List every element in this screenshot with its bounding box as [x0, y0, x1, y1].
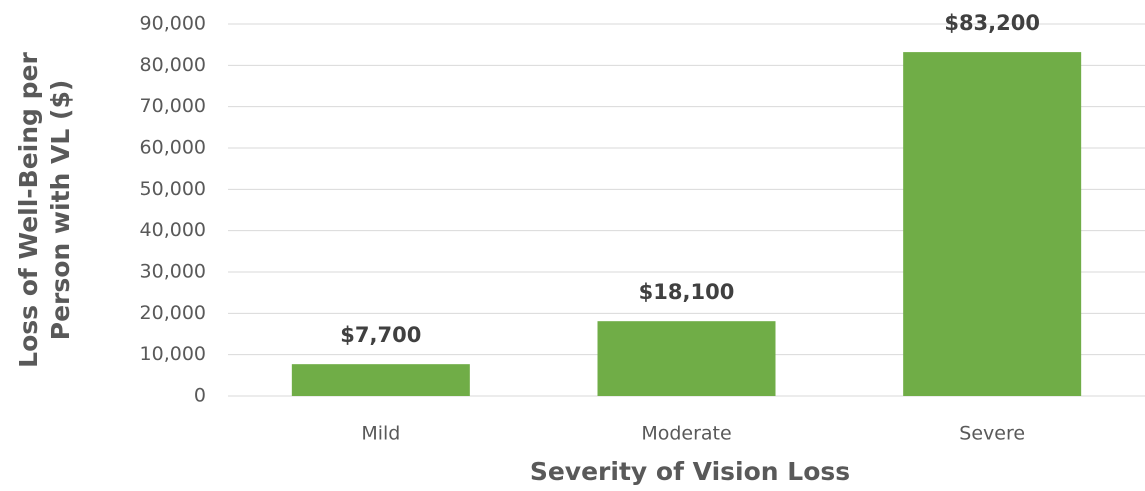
bar [597, 321, 776, 396]
bar [291, 364, 470, 396]
x-tick-label: Moderate [641, 423, 731, 445]
x-tick-label: Severe [959, 423, 1025, 445]
x-axis-title: Severity of Vision Loss [530, 457, 850, 486]
bar [903, 52, 1082, 397]
y-tick-label: 70,000 [140, 95, 206, 117]
value-label: $7,700 [340, 323, 421, 347]
y-tick-label: 90,000 [140, 13, 206, 35]
y-tick-label: 40,000 [140, 219, 206, 241]
value-label: $18,100 [639, 280, 735, 304]
value-label: $83,200 [944, 11, 1040, 35]
x-tick-label: Mild [361, 423, 400, 445]
y-tick-label: 20,000 [140, 302, 206, 324]
y-tick-label: 30,000 [140, 261, 206, 283]
y-tick-label: 60,000 [140, 137, 206, 159]
y-tick-label: 80,000 [140, 54, 206, 76]
y-tick-label: 50,000 [140, 178, 206, 200]
y-axis-title: Person with VL ($) [46, 80, 75, 341]
y-tick-label: 0 [194, 385, 206, 407]
y-axis-title: Loss of Well-Being per [14, 52, 43, 368]
y-tick-label: 10,000 [140, 343, 206, 365]
